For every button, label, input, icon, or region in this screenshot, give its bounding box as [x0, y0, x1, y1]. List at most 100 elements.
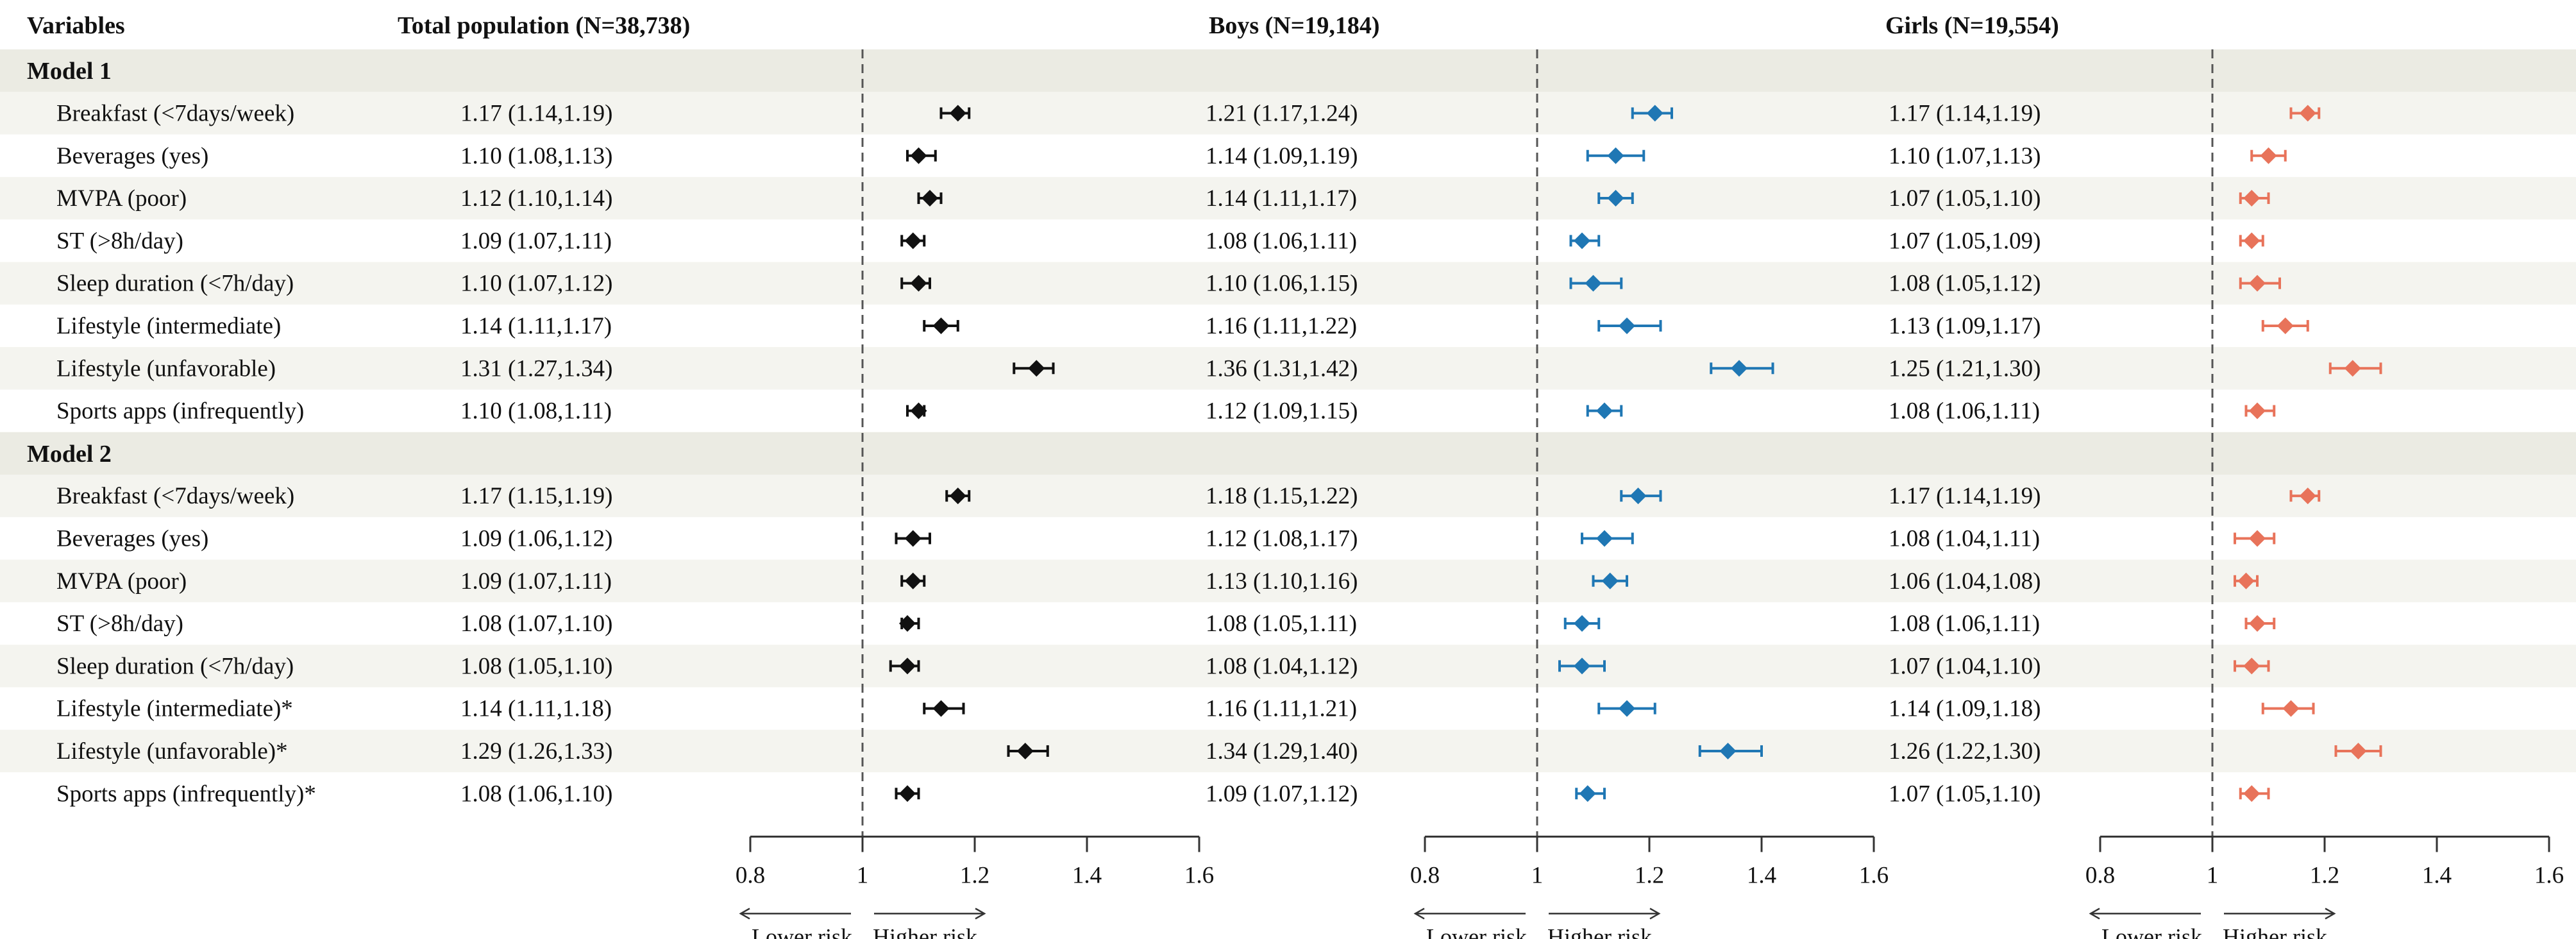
boys-point-estimate	[1574, 232, 1590, 250]
girls-point-estimate	[2249, 615, 2266, 632]
boys-estimate-label: 1.14 (1.11,1.17)	[1206, 185, 1357, 212]
row-backgrounds	[0, 49, 2576, 773]
total-point-estimate	[910, 275, 927, 292]
girls-point-estimate	[2243, 785, 2260, 802]
boys-point-estimate	[1607, 147, 1624, 164]
boys-estimate-label: 1.21 (1.17,1.24)	[1206, 100, 1358, 126]
girls-point-estimate	[2243, 190, 2260, 207]
girls-point-estimate	[2350, 742, 2367, 759]
girls-higher-risk-label: Higher risk	[2223, 924, 2327, 939]
girls-estimate-label: 1.07 (1.05,1.10)	[1889, 185, 2041, 212]
header-boys: Boys (N=19,184)	[1209, 12, 1380, 39]
boys-point-estimate	[1607, 190, 1624, 207]
variable-label: Beverages (yes)	[56, 143, 208, 169]
boys-tick-label: 1	[1531, 862, 1544, 888]
total-point-estimate	[932, 700, 950, 717]
girls-point-estimate	[2237, 572, 2255, 589]
header-girls: Girls (N=19,554)	[1885, 12, 2059, 39]
total-tick-label: 0.8	[736, 862, 765, 888]
header-total: Total population (N=38,738)	[398, 12, 690, 39]
girls-lower-risk-arrowhead	[2089, 908, 2100, 920]
total-higher-risk-label: Higher risk	[873, 924, 977, 939]
model-label: Model 2	[27, 441, 112, 468]
total-estimate-label: 1.29 (1.26,1.33)	[460, 738, 612, 765]
total-point-estimate	[904, 572, 922, 589]
boys-panel: 0.8 1 1.2 1.4 1.6 Lower risk Higher risk	[1410, 49, 1889, 939]
boys-estimate-label: 1.09 (1.07,1.12)	[1206, 781, 1358, 807]
boys-point-estimate	[1719, 742, 1737, 759]
boys-point-estimate	[1596, 530, 1613, 547]
boys-point-estimate	[1629, 487, 1647, 505]
boys-point-estimate	[1601, 572, 1619, 589]
row-stripe	[0, 475, 2576, 518]
girls-lower-risk-label: Lower risk	[2101, 924, 2202, 939]
variable-label: MVPA (poor)	[56, 185, 187, 212]
row-stripe	[0, 176, 2576, 220]
total-point-estimate	[910, 402, 927, 419]
total-estimate-label: 1.08 (1.06,1.10)	[460, 781, 612, 807]
variable-label: Lifestyle (intermediate)*	[56, 696, 293, 722]
boys-estimate-label: 1.13 (1.10,1.16)	[1206, 568, 1358, 595]
boys-estimate-label: 1.14 (1.09,1.19)	[1206, 143, 1358, 169]
model-band	[0, 432, 2576, 475]
girls-point-estimate	[2243, 657, 2260, 675]
total-point-estimate	[899, 785, 916, 802]
boys-higher-risk-arrowhead	[1649, 908, 1661, 920]
variable-label: Sports apps (infrequently)	[56, 398, 304, 425]
boys-estimate-label: 1.12 (1.09,1.15)	[1206, 398, 1358, 425]
header-variables: Variables	[27, 12, 125, 39]
variable-label: ST (>8h/day)	[56, 611, 183, 637]
total-estimate-label: 1.10 (1.08,1.13)	[460, 143, 612, 169]
boys-lower-risk-arrowhead	[1413, 908, 1425, 920]
total-estimate-label: 1.31 (1.27,1.34)	[460, 355, 612, 382]
row-stripe	[0, 262, 2576, 305]
girls-estimate-label: 1.26 (1.22,1.30)	[1889, 738, 2041, 765]
girls-estimate-label: 1.17 (1.14,1.19)	[1889, 483, 2041, 509]
total-lower-risk-arrowhead	[739, 908, 750, 920]
total-estimate-label: 1.09 (1.07,1.11)	[460, 228, 612, 254]
total-tick-label: 1.4	[1072, 862, 1102, 888]
total-panel: 0.8 1 1.2 1.4 1.6 Lower risk Higher risk	[736, 49, 1214, 939]
variable-label: Lifestyle (intermediate)	[56, 313, 281, 339]
model-band	[0, 49, 2576, 92]
girls-point-estimate	[2299, 487, 2316, 505]
total-point-estimate	[899, 615, 916, 632]
girls-point-estimate	[2249, 530, 2266, 547]
total-estimate-label: 1.14 (1.11,1.17)	[460, 313, 612, 339]
girls-tick-label: 1.6	[2534, 862, 2564, 888]
boys-estimate-label: 1.10 (1.06,1.15)	[1206, 271, 1358, 297]
girls-estimate-label: 1.07 (1.05,1.10)	[1889, 781, 2041, 807]
row-stripe	[0, 559, 2576, 602]
total-estimate-label: 1.08 (1.05,1.10)	[460, 653, 612, 679]
total-estimate-label: 1.17 (1.15,1.19)	[460, 483, 612, 509]
total-lower-risk-label: Lower risk	[752, 924, 852, 939]
boys-estimate-label: 1.36 (1.31,1.42)	[1206, 355, 1358, 382]
girls-estimate-label: 1.25 (1.21,1.30)	[1889, 355, 2041, 382]
girls-panel: 0.8 1 1.2 1.4 1.6 Lower risk Higher risk	[2085, 49, 2564, 939]
boys-estimate-label: 1.16 (1.11,1.22)	[1206, 313, 1357, 339]
boys-estimate-label: 1.16 (1.11,1.21)	[1206, 696, 1357, 722]
row-stripe	[0, 645, 2576, 688]
variable-label: MVPA (poor)	[56, 568, 187, 595]
girls-estimate-label: 1.17 (1.14,1.19)	[1889, 100, 2041, 126]
total-tick-label: 1.6	[1184, 862, 1214, 888]
total-point-estimate	[910, 147, 927, 164]
variable-label: Breakfast (<7days/week)	[56, 483, 294, 509]
total-point-estimate	[922, 190, 938, 207]
total-estimate-label: 1.14 (1.11,1.18)	[460, 696, 612, 722]
variable-label: Sleep duration (<7h/day)	[56, 653, 294, 679]
row-stripe	[0, 92, 2576, 135]
boys-point-estimate	[1619, 700, 1635, 717]
girls-point-estimate	[2299, 105, 2316, 122]
boys-estimate-label: 1.08 (1.04,1.12)	[1206, 653, 1358, 679]
boys-point-estimate	[1646, 105, 1663, 122]
girls-point-estimate	[2243, 232, 2260, 250]
variable-label: Lifestyle (unfavorable)	[56, 355, 276, 382]
boys-point-estimate	[1619, 317, 1635, 334]
girls-estimate-label: 1.08 (1.05,1.12)	[1889, 271, 2041, 297]
total-point-estimate	[899, 657, 916, 675]
girls-point-estimate	[2249, 402, 2266, 419]
total-estimate-label: 1.10 (1.07,1.12)	[460, 271, 612, 297]
total-point-estimate	[949, 105, 966, 122]
